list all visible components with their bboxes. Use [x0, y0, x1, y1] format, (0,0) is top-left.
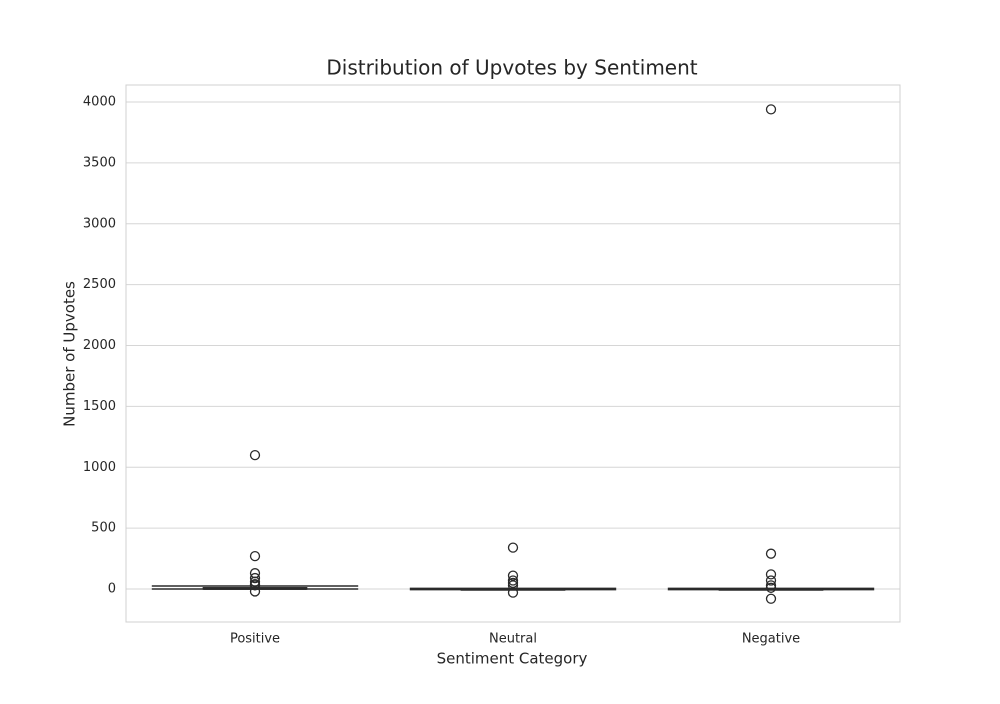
flier [249, 572, 261, 584]
flier [249, 449, 261, 461]
flier [249, 550, 261, 562]
flier [249, 580, 261, 591]
plot-frame [125, 84, 901, 623]
flier [765, 593, 777, 604]
y-tick-label: 3000 [83, 216, 116, 231]
flier [765, 582, 777, 593]
y-tick-label: 1500 [83, 399, 116, 414]
x-tick-label: Neutral [489, 632, 537, 647]
flier [507, 542, 519, 553]
chart-title: Distribution of Upvotes by Sentiment [326, 56, 697, 80]
flier [765, 575, 777, 586]
flier [507, 587, 519, 598]
y-tick-label: 500 [91, 521, 116, 536]
flier [507, 580, 519, 591]
y-tick-label: 2000 [83, 338, 116, 353]
flier [249, 586, 261, 597]
y-tick-label: 0 [108, 582, 116, 597]
x-tick-label: Positive [230, 632, 280, 647]
x-axis-label: Sentiment Category [437, 650, 588, 668]
y-tick-label: 1000 [83, 460, 116, 475]
flier [765, 548, 777, 559]
flier [507, 570, 519, 581]
flier [765, 569, 777, 580]
flier [765, 104, 777, 115]
y-tick-label: 3500 [83, 155, 116, 170]
y-axis-label: Number of Upvotes [61, 281, 79, 427]
y-tick-label: 2500 [83, 277, 116, 292]
y-tick-label: 4000 [83, 95, 116, 110]
x-tick-label: Negative [742, 632, 800, 647]
